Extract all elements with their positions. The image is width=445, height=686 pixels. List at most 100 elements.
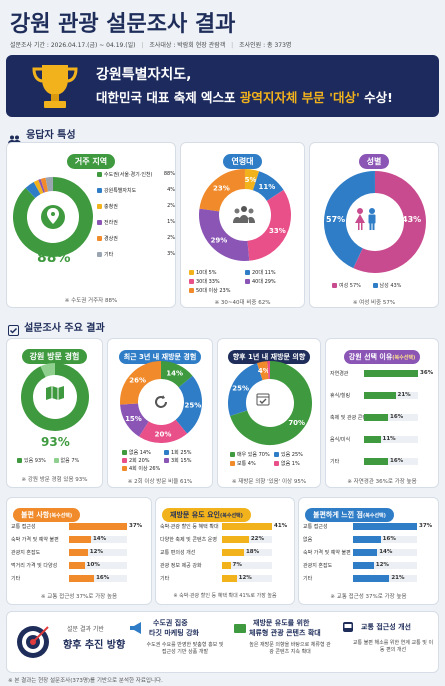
cons-bar [69, 522, 127, 530]
point-bars: 교통 접근성 37% 없음 16% 숙박 가격 및 예약 불편 14% 관광지 혼잡도 12%… [303, 520, 436, 588]
reason-card: 강원 선택 이유(복수선택) 자연경관 36% 휴식/힐링 21% 축제 및 관광 콘텐… [325, 338, 439, 488]
cons-value: 14% [92, 535, 107, 542]
survey-meta: 설문조사 기간 : 2026.04.17.(금) ~ 04.19.(일) | 조… [10, 42, 292, 49]
point-row: 숙박 가격 및 예약 불편 14% [303, 546, 436, 559]
factor-label: 숙박·관광 할인 등 혜택 확대 [160, 523, 219, 530]
intent-card: 향후 1년 내 재방문 의향 70% 25% 4% 매우 있음 70% 있음 25% 보… [217, 338, 321, 488]
point-value: 16% [382, 535, 396, 542]
intent-legend-item: 없음 1% [274, 460, 300, 467]
direction-col-1-t1: 수도권 집중 [153, 619, 188, 627]
point-bar [353, 535, 381, 543]
age-label: 11% [258, 183, 275, 191]
factor-label: 관광 정보 제공 강화 [160, 562, 202, 569]
direction-col-2-t2: 체류형 관광 콘텐츠 확대 [249, 629, 321, 637]
factor-track [222, 561, 272, 569]
age-slice [199, 169, 246, 212]
direction-title: 향후 추진 방향 [63, 640, 126, 651]
banner-line1: 강원특별자치도, [96, 67, 192, 83]
age-label: 29% [211, 236, 228, 244]
visit-experience-title: 강원 방문 경험 [21, 349, 88, 364]
intent-donut: 70% 25% 4% [228, 361, 312, 445]
residence-slice [25, 181, 41, 199]
factor-track [222, 574, 272, 582]
factor-bar [222, 522, 272, 530]
residence-legend-item: 충청권 2% [97, 203, 175, 210]
cons-value: 10% [86, 561, 100, 568]
reason-bar [364, 392, 396, 399]
residence-legend-label: 충청권 [104, 204, 118, 210]
intent-label: 4% [258, 367, 270, 375]
bus-icon [341, 620, 355, 639]
point-title: 불편하게 느낀 점 [313, 511, 363, 519]
cons-track [69, 574, 127, 582]
factor-value: 7% [232, 561, 242, 568]
cons-note: ※ 교통 접근성 37%로 가장 높음 [40, 594, 118, 600]
gender-legend-female-value: 57% [349, 283, 361, 289]
residence-legend-label: 기타 [104, 252, 114, 258]
reason-bar [364, 458, 388, 465]
reason-label: 기타 [330, 459, 340, 465]
age-title: 연령대 [223, 154, 262, 169]
residence-card: 거주 지역 88% 수도권(서울·경기·인천) 88% 강원특별자치도 4% 충청권 2%… [6, 142, 176, 308]
factor-bar [222, 548, 244, 556]
cons-row: 교통 접근성 37% [11, 520, 149, 533]
cons-value: 12% [89, 548, 103, 555]
age-legend-item: 20대 11% [245, 269, 276, 276]
gender-slice [324, 171, 376, 269]
reason-note: ※ 자연경관 36%로 가장 높음 [347, 479, 417, 485]
reason-row: 축제 및 관광 콘텐츠 16% [330, 407, 436, 429]
gender-title: 성별 [358, 154, 390, 169]
cons-card: 불편 사항(복수선택) 교통 접근성 37% 숙박 가격 및 예약 불편 14% 관광지… [6, 497, 152, 605]
award-banner: 강원특별자치도, 대한민국 대표 축제 엑스포 광역지자체 부문 '대상' 수상… [6, 55, 439, 117]
reason-label: 휴식/힐링 [330, 393, 351, 399]
reason-label: 음식/미식 [330, 437, 351, 443]
intent-legend-item: 있음 25% [274, 451, 303, 458]
gender-legend-male-value: 43% [390, 283, 402, 289]
point-bar [353, 522, 417, 530]
point-row: 교통 접근성 37% [303, 520, 436, 533]
residence-legend-value: 88% [163, 171, 175, 177]
direction-col-2-desc: 높은 재방문 의향을 바탕으로 체류형 관광 콘텐츠 지속 확대 [249, 642, 331, 655]
revisit-slice [175, 375, 202, 434]
revisit-donut: 14% 25% 20% 15% 26% [120, 361, 202, 443]
section-results-title: 설문조사 주요 결과 [24, 323, 105, 334]
cons-label: 숙박 가격 및 예약 불편 [11, 536, 59, 543]
residence-note: ※ 수도권 거주자 88% [64, 298, 118, 304]
revisit-label: 26% [129, 377, 146, 385]
cons-row: 관광지 혼잡도 12% [11, 546, 149, 559]
gender-legend-male: 남성 [379, 283, 389, 289]
cons-value: 16% [96, 574, 110, 581]
factor-track [222, 548, 272, 556]
reason-label: 자연경관 [330, 371, 349, 377]
point-label: 관광지 혼잡도 [303, 562, 333, 569]
revisit-legend-item: 없음 14% [122, 449, 151, 456]
point-card: 불편하게 느낀 점(복수선택) 교통 접근성 37% 없음 16% 숙박 가격 및 예약… [298, 497, 439, 605]
residence-slice [40, 177, 49, 193]
cons-bar [69, 548, 88, 556]
footer-note: ※ 본 결과는 현장 설문조사(373명)를 기반으로 분석한 자료입니다. [8, 678, 163, 684]
residence-donut [13, 177, 93, 257]
cons-row: 먹거리 가격 및 다양성 10% [11, 559, 149, 572]
cons-label: 먹거리 가격 및 다양성 [11, 562, 58, 569]
banner-line2a: 대한민국 대표 축제 엑스포 [96, 90, 240, 105]
intent-legend-item: 매우 있음 70% [230, 451, 270, 458]
point-label: 교통 접근성 [303, 523, 328, 530]
point-track [353, 561, 417, 569]
factor-row: 교통 편의성 개선 18% [160, 546, 292, 559]
intent-slice [228, 363, 264, 416]
point-bar [353, 561, 374, 569]
factor-value: 18% [245, 548, 260, 555]
reason-title-pill: 강원 선택 이유(복수선택) [343, 350, 421, 364]
point-row: 없음 16% [303, 533, 436, 546]
direction-col-3-desc: 교통 불편 해소를 위한 연계 교통 및 이동 편의 개선 [352, 640, 434, 653]
point-label: 숙박 가격 및 예약 불편 [303, 549, 351, 556]
residence-slice [45, 177, 54, 192]
gender-legend: 여성 57% 남성 43% [332, 282, 401, 289]
point-track [353, 548, 417, 556]
reason-track [364, 436, 418, 443]
revisit-card: 최근 3년 내 재방문 경험 14% 25% 20% 15% 26% 없음 14% 1회 … [107, 338, 213, 488]
cons-title: 불편 사항 [21, 511, 50, 519]
point-title-pill: 불편하게 느낀 점(복수선택) [305, 508, 394, 522]
age-label: 23% [213, 184, 230, 192]
reason-value: 36% [420, 370, 434, 376]
